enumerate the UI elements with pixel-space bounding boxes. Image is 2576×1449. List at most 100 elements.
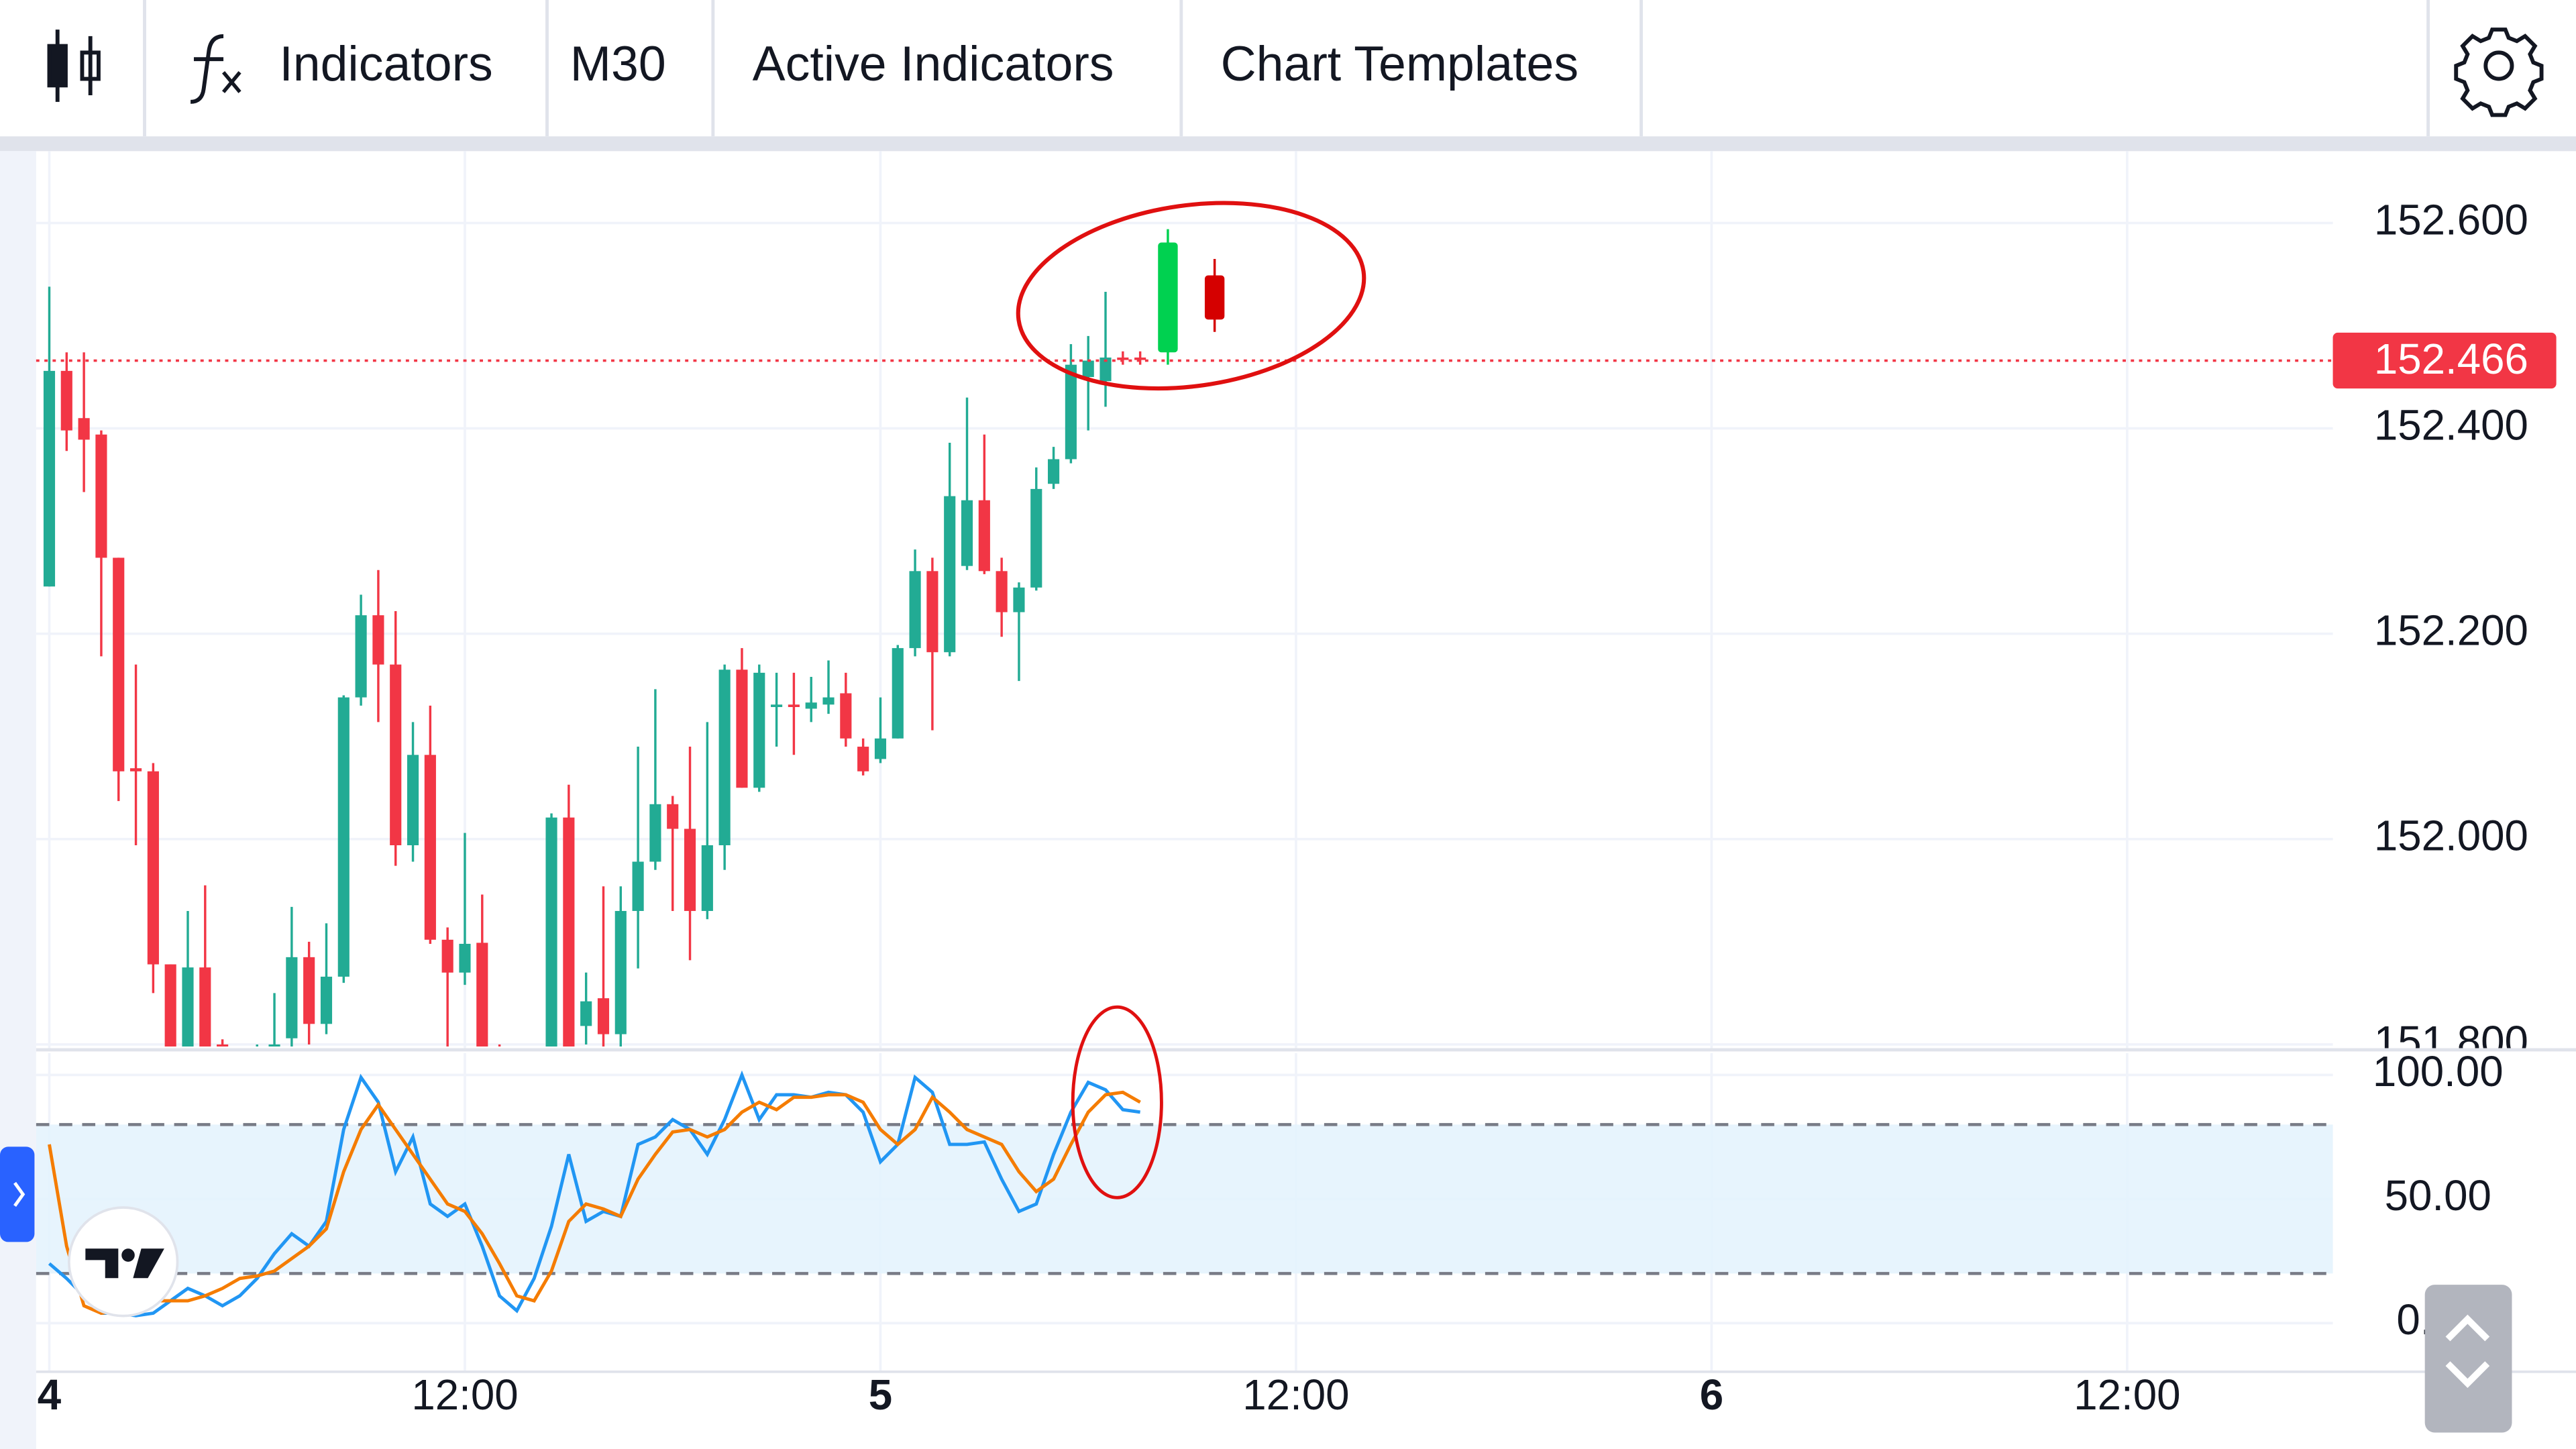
candle-body	[113, 557, 125, 771]
toolbar-item[interactable]: M30	[570, 36, 666, 91]
annotation-circle	[1016, 201, 1366, 391]
candle-body	[771, 704, 783, 707]
candle-body	[459, 943, 471, 973]
oscillator-lines	[48, 1070, 1141, 1318]
candle-body	[874, 738, 887, 759]
y-tick-label: 152.000	[2374, 812, 2528, 860]
candle-body	[78, 418, 90, 440]
indicators-button[interactable]: Indicators	[190, 34, 493, 104]
candle-body	[1204, 275, 1225, 320]
candle-body	[199, 967, 211, 1046]
y-tick-label: 100.00	[2373, 1048, 2504, 1095]
candle-body	[424, 755, 436, 940]
candle-body	[268, 1044, 280, 1046]
candle-body	[632, 861, 644, 911]
candle-body	[926, 571, 938, 653]
candle-body	[753, 672, 765, 788]
candle-body	[857, 747, 869, 771]
left-border	[0, 151, 36, 1449]
settings-button[interactable]	[2454, 28, 2544, 117]
candle-body	[597, 998, 610, 1034]
candle-body	[978, 500, 990, 572]
candle-body	[996, 571, 1008, 612]
candle-body	[320, 976, 333, 1024]
toolbar-bg	[0, 0, 2576, 137]
candle-body	[909, 571, 921, 649]
candle-body	[961, 500, 973, 566]
candle-body	[736, 669, 748, 788]
candle-body	[129, 768, 142, 771]
candle-body	[788, 704, 800, 707]
x-tick-label: 4	[38, 1371, 62, 1419]
candle-body	[286, 957, 298, 1038]
chart-type-button[interactable]	[47, 30, 101, 102]
candle-body	[182, 967, 194, 1046]
x-tick-label: 5	[869, 1371, 892, 1419]
candle-body	[441, 939, 453, 973]
candle-body	[1013, 587, 1025, 612]
candle-body	[147, 771, 159, 965]
toolbar: Indicators M30 Active Indicators Chart T…	[0, 0, 2576, 152]
candle-body	[684, 828, 696, 911]
candle-body	[1030, 488, 1042, 588]
candle-body	[1158, 242, 1178, 353]
candle-body	[701, 845, 713, 911]
annotation-circle	[1071, 1005, 1163, 1199]
candle-body	[217, 1044, 229, 1046]
candle-body	[1134, 357, 1146, 360]
y-tick-label: 152.600	[2374, 196, 2528, 244]
price-pane: 152.600152.400152.200152.000151.800152.4…	[36, 151, 2557, 1372]
scroll-buttons[interactable]	[2424, 1285, 2512, 1433]
candle-body	[95, 434, 107, 558]
toolbar-item[interactable]: Active Indicators	[753, 36, 1114, 91]
candle-body	[563, 817, 575, 1046]
toolbar-item[interactable]: Chart Templates	[1221, 36, 1578, 91]
candle-body	[372, 615, 384, 665]
candle-body	[892, 648, 904, 739]
candle-body	[164, 964, 176, 1046]
logo	[68, 1206, 179, 1318]
candle-body	[337, 697, 350, 977]
candle-body	[1082, 360, 1094, 378]
oscillator-line	[48, 1090, 1141, 1316]
last-price-label: 152.466	[2374, 335, 2528, 383]
toolbar-item: Indicators	[279, 36, 492, 91]
band-fill	[36, 1124, 2333, 1274]
candle-body	[1099, 357, 1112, 382]
candle-body	[1065, 364, 1077, 460]
candle-body	[805, 702, 817, 709]
x-tick-label: 12:00	[411, 1371, 518, 1419]
candle-body	[303, 957, 315, 1024]
y-tick-label: 152.200	[2374, 607, 2528, 655]
last-price-tag	[2332, 332, 2557, 389]
candle-body	[1117, 357, 1129, 360]
x-tick-label: 12:00	[2074, 1371, 2180, 1419]
candle-body	[667, 804, 679, 829]
y-tick-label: 50.00	[2385, 1172, 2491, 1220]
candle-body	[614, 910, 627, 1034]
x-tick-label: 12:00	[1242, 1371, 1349, 1419]
overlays	[0, 201, 2512, 1433]
candle-body	[60, 370, 72, 431]
toolbar-divider	[0, 136, 2576, 152]
candles	[43, 229, 1225, 1046]
candle-body	[944, 496, 956, 653]
candle-body	[43, 370, 56, 587]
candle-body	[822, 697, 835, 705]
candle-body	[580, 1001, 592, 1026]
candle-body	[407, 755, 419, 845]
candle-body	[476, 943, 488, 1046]
candle-body	[649, 804, 661, 862]
candle-body	[840, 693, 852, 739]
y-tick-label: 152.400	[2374, 401, 2528, 449]
candle-body	[1048, 459, 1060, 484]
x-tick-label: 6	[1700, 1371, 1723, 1419]
candle-body	[390, 664, 402, 845]
candle-body	[718, 669, 731, 845]
panel-toggle[interactable]	[0, 1146, 35, 1242]
oscillator-line	[48, 1070, 1140, 1318]
candle-body	[545, 817, 557, 1046]
